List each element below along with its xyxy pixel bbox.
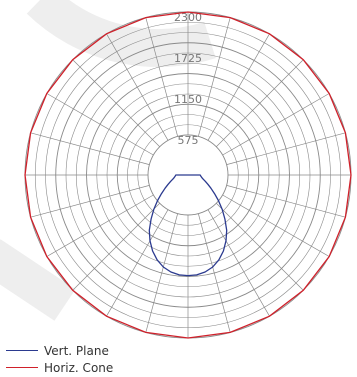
legend-swatch-horiz-cone bbox=[6, 367, 38, 368]
grid-ring bbox=[86, 73, 290, 277]
grid-ring bbox=[137, 124, 239, 226]
radial-tick-label: 2300 bbox=[174, 11, 202, 24]
grid-ring bbox=[116, 103, 260, 247]
grid-ring bbox=[96, 83, 280, 267]
legend-swatch-vert-plane bbox=[6, 350, 38, 351]
grid-ring bbox=[34, 21, 342, 329]
grid-ring bbox=[127, 114, 249, 236]
radial-tick-label: 575 bbox=[178, 134, 199, 147]
legend: Vert. Plane Horiz. Cone bbox=[6, 342, 206, 376]
grid-ring bbox=[45, 32, 331, 318]
legend-item-horiz-cone: Horiz. Cone bbox=[6, 359, 206, 376]
series-line-horiz-cone bbox=[24, 11, 352, 339]
legend-label-vert-plane: Vert. Plane bbox=[44, 343, 109, 358]
grid-ring bbox=[65, 52, 311, 298]
legend-item-vert-plane: Vert. Plane bbox=[6, 342, 206, 359]
legend-label-horiz-cone: Horiz. Cone bbox=[44, 360, 114, 375]
radial-tick-label: 1725 bbox=[174, 52, 202, 65]
grid-ring bbox=[55, 42, 321, 308]
grid-ring bbox=[106, 93, 270, 257]
grid-ring bbox=[75, 62, 301, 288]
series-line-vert-plane bbox=[148, 174, 228, 277]
radial-tick-label: 1150 bbox=[174, 93, 202, 106]
